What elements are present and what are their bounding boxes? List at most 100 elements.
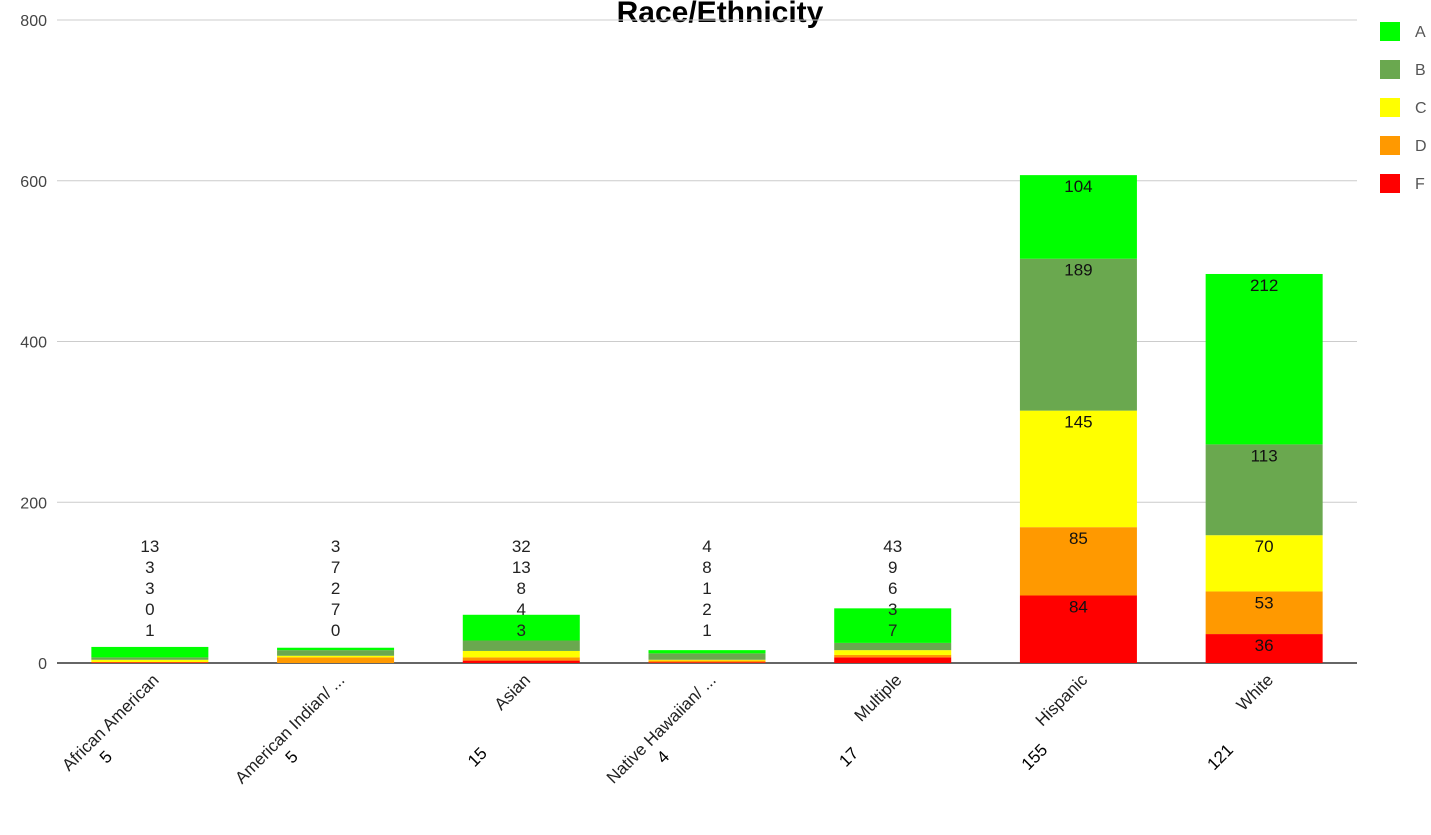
bar-segment-B-0: [91, 657, 209, 660]
chart-title: Race/Ethnicity: [617, 0, 824, 29]
bar-segment-C-5: [1019, 410, 1137, 528]
bar-segment-D-2: [462, 657, 580, 661]
x-tick-label-4: Multiple: [851, 670, 906, 725]
bar-segment-B-2: [462, 640, 580, 651]
category-count-label-1: 5: [282, 747, 302, 767]
data-label-D-4: 3: [888, 600, 897, 619]
data-label-A-2: 32: [512, 537, 531, 556]
data-label-B-4: 9: [888, 558, 897, 577]
data-label-A-5: 104: [1064, 177, 1092, 196]
x-tick-label-2: Asian: [491, 670, 535, 714]
data-label-A-3: 4: [702, 537, 711, 556]
bar-segment-F-2: [462, 660, 580, 663]
bar-segment-D-1: [277, 657, 395, 663]
bar-segment-B-4: [834, 642, 952, 651]
legend-label-B: B: [1415, 62, 1426, 79]
data-label-C-0: 3: [145, 579, 154, 598]
bar-segment-C-0: [91, 659, 209, 663]
bar-segment-D-5: [1019, 527, 1137, 596]
legend-swatch-F: [1380, 174, 1400, 193]
x-tick-label-3: Native Hawaiian/ ...: [603, 670, 720, 787]
legend-swatch-C: [1380, 98, 1400, 117]
bar-segment-D-4: [834, 654, 952, 658]
data-label-B-3: 8: [702, 558, 711, 577]
bar-segment-A-6: [1205, 273, 1323, 445]
bar-segment-A-5: [1019, 175, 1137, 259]
x-tick-label-5: Hispanic: [1032, 670, 1092, 730]
legend-swatch-A: [1380, 22, 1400, 41]
data-label-F-3: 1: [702, 621, 711, 640]
data-label-F-2: 3: [517, 621, 526, 640]
bar-segment-C-1: [277, 655, 395, 658]
data-label-F-5: 84: [1069, 597, 1088, 616]
data-labels: 1333013727032138434812143963784851451891…: [140, 177, 1278, 655]
data-label-A-1: 3: [331, 537, 340, 556]
bar-segment-B-1: [277, 650, 395, 656]
data-label-A-4: 43: [883, 537, 902, 556]
x-tick-label-1: American Indian/ ...: [231, 670, 348, 787]
data-label-B-2: 13: [512, 558, 531, 577]
data-label-B-5: 189: [1064, 261, 1092, 280]
legend-swatch-B: [1380, 60, 1400, 79]
legend-label-F: F: [1415, 176, 1425, 193]
data-label-F-4: 7: [888, 621, 897, 640]
bar-segment-A-4: [834, 608, 952, 643]
data-label-C-4: 6: [888, 579, 897, 598]
data-label-D-0: 0: [145, 600, 154, 619]
legend: A B C D F: [1380, 22, 1427, 193]
data-label-C-3: 1: [702, 579, 711, 598]
y-tick-label-600: 600: [20, 174, 47, 191]
data-label-F-0: 1: [145, 621, 154, 640]
data-label-D-3: 2: [702, 600, 711, 619]
legend-swatch-D: [1380, 136, 1400, 155]
data-label-C-5: 145: [1064, 413, 1092, 432]
bar-segment-A-1: [277, 647, 395, 651]
data-label-D-1: 7: [331, 600, 340, 619]
data-label-D-6: 53: [1255, 593, 1274, 612]
bar-segment-A-0: [91, 646, 209, 658]
bar-segment-F-3: [648, 662, 766, 663]
bar-segment-B-5: [1019, 258, 1137, 411]
data-label-C-1: 2: [331, 579, 340, 598]
category-count-label-6: 121: [1204, 740, 1237, 773]
bar-segment-C-4: [834, 650, 952, 655]
data-label-C-2: 8: [517, 579, 526, 598]
data-label-C-6: 70: [1255, 537, 1274, 556]
bar-segment-F-6: [1205, 634, 1323, 663]
bar-segment-B-3: [648, 653, 766, 660]
category-count-label-2: 15: [464, 744, 491, 771]
bar-segment-B-6: [1205, 444, 1323, 536]
bar-segment-C-6: [1205, 535, 1323, 592]
y-axis-ticks: 0 200 400 600 800: [20, 13, 47, 673]
bar-segments: [91, 175, 1323, 663]
category-count-label-5: 155: [1018, 740, 1051, 773]
y-tick-label-800: 800: [20, 13, 47, 30]
legend-label-D: D: [1415, 138, 1427, 155]
legend-label-A: A: [1415, 24, 1426, 41]
bar-segment-F-4: [834, 657, 952, 663]
data-label-B-1: 7: [331, 558, 340, 577]
data-label-D-5: 85: [1069, 529, 1088, 548]
data-label-A-0: 13: [140, 537, 159, 556]
data-label-F-1: 0: [331, 621, 340, 640]
y-tick-label-200: 200: [20, 495, 47, 512]
category-count-label-0: 5: [96, 747, 116, 767]
bar-segment-F-0: [91, 662, 209, 663]
x-tick-label-6: White: [1233, 670, 1277, 714]
bar-segment-A-2: [462, 614, 580, 641]
bar-segment-F-5: [1019, 595, 1137, 663]
data-label-B-6: 113: [1251, 446, 1278, 465]
data-label-D-2: 4: [517, 600, 526, 619]
bar-segment-D-3: [648, 660, 766, 663]
bar-segment-D-6: [1205, 591, 1323, 635]
bar-segment-A-3: [648, 650, 766, 654]
legend-label-C: C: [1415, 100, 1427, 117]
category-count-label-3: 4: [653, 747, 673, 767]
bar-segment-C-3: [648, 659, 766, 661]
y-tick-label-0: 0: [38, 656, 47, 673]
data-label-F-6: 36: [1255, 636, 1274, 655]
y-tick-label-400: 400: [20, 335, 47, 352]
